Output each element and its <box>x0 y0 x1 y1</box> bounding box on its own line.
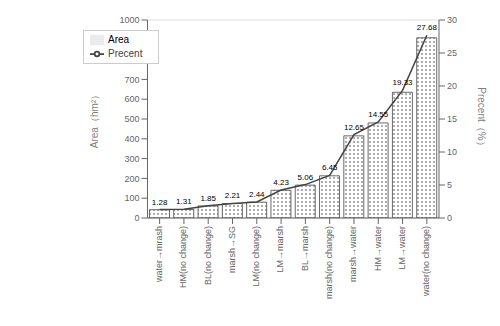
svg-text:15: 15 <box>447 114 457 124</box>
svg-text:700: 700 <box>124 75 139 85</box>
svg-text:12.65: 12.65 <box>344 123 365 132</box>
svg-text:marsh→water: marsh→water <box>348 226 358 282</box>
svg-text:1000: 1000 <box>119 15 139 25</box>
svg-text:HM→water: HM→water <box>373 226 383 271</box>
svg-text:10: 10 <box>447 147 457 157</box>
svg-text:Precent（%）: Precent（%） <box>476 87 487 150</box>
svg-text:marsh(no change): marsh(no change) <box>324 226 334 299</box>
svg-text:400: 400 <box>124 134 139 144</box>
svg-text:4.23: 4.23 <box>273 178 289 187</box>
svg-text:200: 200 <box>124 174 139 184</box>
svg-text:1.31: 1.31 <box>176 197 192 206</box>
svg-text:LM→water: LM→water <box>397 226 407 270</box>
svg-text:BL→marsh: BL→marsh <box>300 226 310 271</box>
svg-text:20: 20 <box>447 81 457 91</box>
svg-text:water→mrash: water→mrash <box>154 226 164 283</box>
svg-text:100: 100 <box>124 193 139 203</box>
svg-text:BL(no change): BL(no change) <box>203 226 213 285</box>
svg-text:27.68: 27.68 <box>417 23 438 32</box>
svg-text:LM(no change): LM(no change) <box>251 226 261 287</box>
svg-text:1.28: 1.28 <box>152 198 168 207</box>
svg-text:6.45: 6.45 <box>322 163 338 172</box>
svg-text:Area（hm²）: Area（hm²） <box>89 90 100 148</box>
svg-text:19.33: 19.33 <box>393 78 414 87</box>
svg-text:30: 30 <box>447 15 457 25</box>
svg-text:LM→marsh: LM→marsh <box>275 226 285 273</box>
svg-text:2.21: 2.21 <box>225 191 241 200</box>
svg-text:600: 600 <box>124 94 139 104</box>
svg-text:HM(no change): HM(no change) <box>178 226 188 288</box>
svg-text:5: 5 <box>447 180 452 190</box>
svg-text:0: 0 <box>134 213 139 223</box>
svg-text:300: 300 <box>124 154 139 164</box>
svg-text:500: 500 <box>124 114 139 124</box>
svg-text:5.06: 5.06 <box>298 173 314 182</box>
svg-text:800: 800 <box>124 55 139 65</box>
svg-text:2.44: 2.44 <box>249 190 265 199</box>
svg-text:marsh→SG: marsh→SG <box>227 226 237 273</box>
svg-text:1.85: 1.85 <box>200 194 216 203</box>
svg-text:0: 0 <box>447 213 452 223</box>
svg-text:water(no change): water(no change) <box>421 226 431 297</box>
svg-text:14.55: 14.55 <box>368 110 389 119</box>
svg-text:900: 900 <box>124 35 139 45</box>
svg-text:25: 25 <box>447 48 457 58</box>
